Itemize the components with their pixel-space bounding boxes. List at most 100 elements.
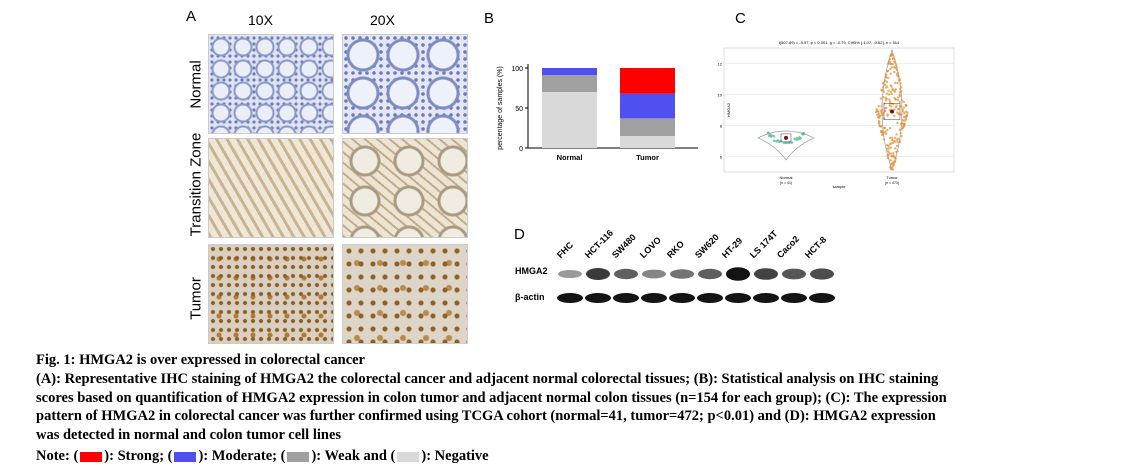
point-tumor: [885, 75, 888, 78]
ihc-image-transition-20x: [342, 138, 468, 238]
point-tumor: [899, 131, 902, 135]
point-tumor: [890, 66, 894, 69]
panel-a-letter: A: [186, 8, 197, 25]
point-tumor: [898, 79, 901, 82]
x-tick-label: Tumor: [636, 153, 659, 162]
point-tumor: [887, 147, 891, 150]
point-tumor: [887, 93, 891, 96]
point-tumor: [883, 107, 887, 110]
point-tumor: [877, 112, 880, 116]
point-tumor: [898, 77, 901, 81]
beta-actin-band: [669, 293, 695, 303]
bar-tumor-moderate: [620, 93, 675, 119]
hmga2-band: [726, 267, 750, 281]
point-normal: [802, 132, 806, 135]
point-tumor: [894, 147, 897, 150]
point-tumor: [879, 97, 883, 100]
cell-line-label: SW620: [692, 232, 721, 260]
figure-title: Fig. 1: HMGA2 is over expressed in color…: [36, 352, 365, 368]
point-tumor: [889, 67, 892, 71]
y-tick-label: 12: [718, 62, 723, 67]
point-tumor: [891, 136, 894, 140]
point-tumor: [884, 86, 888, 89]
x-tick-label: Normal: [557, 153, 583, 162]
point-tumor: [895, 104, 898, 107]
point-tumor: [893, 60, 896, 63]
point-tumor: [899, 82, 902, 85]
point-tumor: [895, 68, 898, 72]
col-label-20x: 20X: [370, 12, 395, 28]
violin-normal: [757, 130, 815, 161]
point-tumor: [889, 72, 892, 76]
hmga2-band: [642, 269, 666, 279]
point-tumor: [897, 75, 900, 78]
point-normal: [768, 134, 771, 138]
point-tumor: [877, 110, 880, 113]
point-tumor: [901, 119, 905, 122]
point-tumor: [901, 126, 905, 129]
point-tumor: [891, 168, 895, 171]
point-tumor: [897, 112, 901, 115]
point-tumor: [889, 90, 893, 94]
swatch-strong: [80, 451, 103, 462]
box-tumor: [883, 103, 901, 120]
point-tumor: [888, 104, 891, 107]
hmga2-band: [754, 268, 778, 280]
x-tick-count: (n = 41): [780, 181, 792, 185]
point-tumor: [888, 152, 891, 155]
point-tumor: [896, 121, 899, 125]
bar-tumor-negative: [620, 136, 675, 148]
hmga2-band: [810, 268, 834, 280]
beta-actin-band: [697, 293, 723, 303]
point-tumor: [891, 139, 894, 142]
hmga2-band: [698, 268, 722, 280]
point-normal: [775, 140, 778, 143]
band-label-beta-actin: β-actin: [515, 292, 545, 302]
point-tumor: [882, 81, 885, 84]
plot-area: [723, 47, 955, 173]
point-tumor: [892, 154, 895, 157]
point-tumor: [904, 110, 908, 113]
point-tumor: [891, 88, 894, 92]
row-label-normal: Normal: [187, 60, 205, 109]
point-tumor: [896, 96, 900, 99]
beta-actin-band: [753, 293, 779, 303]
point-tumor: [884, 99, 888, 102]
caption-line-1: (A): Representative IHC staining of HMGA…: [36, 371, 939, 387]
y-axis-label: percentage of samples (%): [497, 66, 504, 150]
beta-actin-band: [809, 293, 835, 303]
point-tumor: [888, 108, 891, 111]
point-tumor: [902, 115, 906, 119]
swatch-negative: [397, 451, 420, 462]
cell-line-label: LOVO: [637, 234, 663, 260]
point-tumor: [892, 66, 896, 69]
ihc-image-normal-10x: [208, 34, 334, 134]
point-tumor: [898, 138, 901, 142]
point-tumor: [880, 104, 883, 108]
point-tumor: [887, 60, 891, 63]
point-tumor: [886, 154, 890, 157]
point-normal: [770, 134, 774, 137]
point-tumor: [898, 95, 902, 98]
median-normal: [784, 135, 788, 140]
point-tumor: [883, 126, 886, 130]
point-tumor: [892, 102, 895, 106]
point-tumor: [887, 150, 890, 153]
cell-line-label: HT-29: [719, 235, 745, 260]
bar-normal-negative: [542, 92, 597, 148]
x-tick-label: Normal: [780, 175, 793, 180]
point-tumor: [884, 132, 888, 136]
caption-line-2: scores based on quantification of HMGA2 …: [36, 389, 947, 406]
point-tumor: [901, 108, 904, 111]
point-tumor: [895, 150, 898, 154]
panel-d-letter: D: [514, 226, 525, 243]
point-tumor: [896, 98, 900, 102]
point-tumor: [902, 124, 906, 128]
ihc-image-normal-20x: [342, 34, 468, 134]
chart-title: t(507.89) = -9.97, p < 0.001, g = -0.79,…: [779, 40, 900, 45]
y-tick-label: 10: [718, 93, 723, 98]
point-normal: [790, 141, 794, 144]
beta-actin-band: [781, 293, 807, 303]
point-tumor: [895, 111, 899, 114]
point-tumor: [878, 120, 881, 123]
